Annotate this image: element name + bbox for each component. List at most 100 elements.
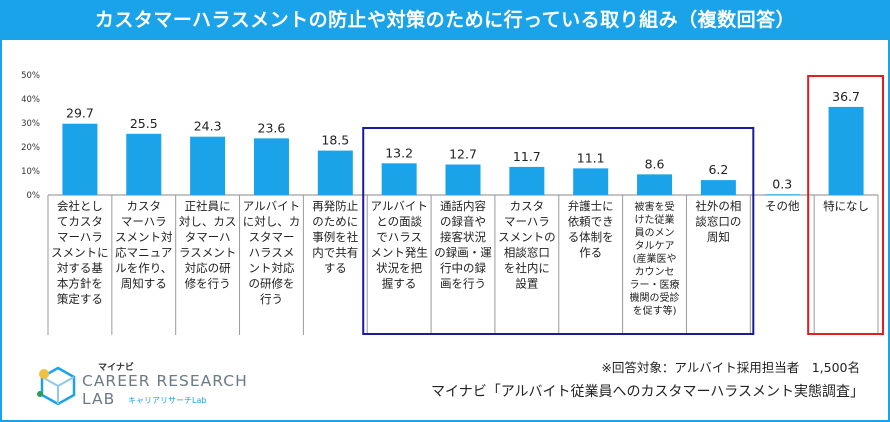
category-label: 再発防止 xyxy=(312,199,358,213)
logo-line1: CAREER RESEARCH xyxy=(82,372,248,390)
data-label: 13.2 xyxy=(385,145,413,160)
category-label: カスタ xyxy=(510,199,545,213)
category-label: アルバイト xyxy=(243,199,300,213)
category-label: けた従業 xyxy=(635,213,675,226)
category-label: 事例を社 xyxy=(312,230,358,244)
bar xyxy=(190,136,226,195)
category-label: に対し、カ xyxy=(243,215,301,229)
logo-brand: マイナビ xyxy=(98,363,134,373)
category-label: 修を行う xyxy=(185,277,231,291)
category-label: てカスタ xyxy=(57,215,103,229)
category-label: 対応の研 xyxy=(185,261,231,275)
bar-chart: 0%10%20%30%40%50%29.7会社としてカスタマーハラスメントに対す… xyxy=(21,71,885,335)
category-label: 作る xyxy=(579,246,602,260)
category-label: 内で共有 xyxy=(312,246,358,260)
category-label: 本方針を xyxy=(57,277,103,291)
category-label: カウンセ xyxy=(635,266,675,278)
category-label: る体制を xyxy=(568,230,614,244)
category-label: 行中の録 xyxy=(440,261,486,275)
bar xyxy=(253,138,289,195)
category-label: カスタ xyxy=(127,199,162,213)
data-label: 25.5 xyxy=(130,116,158,131)
category-label: 機関の受診 xyxy=(630,291,680,304)
data-label: 8.6 xyxy=(645,156,665,171)
y-tick-label: 10% xyxy=(21,167,40,177)
category-label: タマーハ xyxy=(185,230,231,244)
bar xyxy=(381,163,417,195)
category-label: 設置 xyxy=(515,277,538,291)
data-label: 6.2 xyxy=(708,162,728,177)
bar xyxy=(509,166,545,195)
category-label: 策定する xyxy=(57,292,103,306)
logo-sub: キャリアリサーチLab xyxy=(128,396,207,405)
respondent-note: ※回答対象：アルバイト採用担当者 1,500名 xyxy=(601,360,860,375)
category-label: 員のメン xyxy=(635,227,675,239)
data-label: 0.3 xyxy=(772,176,792,191)
category-label: マーハラ xyxy=(121,215,167,229)
category-label: 相談窓口 xyxy=(504,246,550,260)
bar xyxy=(700,180,736,195)
y-tick-label: 50% xyxy=(21,71,40,81)
category-label: 弁護士に xyxy=(568,199,614,213)
category-label: ハラスメ xyxy=(249,246,295,260)
bar xyxy=(126,133,162,195)
bar xyxy=(764,194,800,195)
category-label: の録音や xyxy=(440,215,486,229)
category-label: 状況を把 xyxy=(376,261,422,275)
category-label: 接客状況 xyxy=(440,230,486,244)
category-label: でハラス xyxy=(376,230,422,244)
category-label: との面談 xyxy=(376,215,422,229)
category-label: 周知する xyxy=(121,277,167,291)
category-label: の録画・運 xyxy=(434,246,492,260)
category-label: 画を行う xyxy=(440,277,486,291)
category-label: 特になし xyxy=(823,199,869,213)
data-label: 29.7 xyxy=(66,106,94,121)
category-label: メント発生 xyxy=(370,246,428,260)
bar xyxy=(445,164,481,195)
data-label: 23.6 xyxy=(258,120,286,135)
category-label: スメント対 xyxy=(115,230,173,244)
category-label: 依頼でき xyxy=(568,215,614,229)
category-label: 行う xyxy=(260,292,283,306)
category-label: のために xyxy=(312,215,358,229)
category-label: 通話内容 xyxy=(440,199,486,213)
y-tick-label: 30% xyxy=(21,119,40,129)
category-label: 対する基 xyxy=(57,261,103,275)
bar xyxy=(573,168,609,195)
category-label: スメントの xyxy=(498,230,556,244)
category-label: 周知 xyxy=(707,230,730,244)
bar xyxy=(637,174,673,195)
bar xyxy=(62,123,98,195)
data-label: 11.7 xyxy=(513,149,541,164)
category-label: 正社員に xyxy=(185,199,231,213)
category-label: 被害を受 xyxy=(635,200,675,213)
data-label: 18.5 xyxy=(321,133,349,148)
highlight-box-red xyxy=(807,75,885,335)
category-label: の研修を xyxy=(248,277,294,291)
category-label: ラー・医療 xyxy=(630,278,680,291)
data-label: 24.3 xyxy=(194,119,222,134)
category-label: スタマー xyxy=(248,230,294,244)
category-label: 握する xyxy=(382,277,417,291)
category-label: ルを作り、 xyxy=(115,261,172,275)
category-label: ラスメント xyxy=(179,246,236,260)
logo-cube-icon xyxy=(37,366,76,406)
chart-title: カスタマーハラスメントの防止や対策のために行っている取り組み（複数回答） xyxy=(0,0,890,40)
category-label: 会社とし xyxy=(57,199,103,213)
data-label: 11.1 xyxy=(577,150,605,165)
category-label: アルバイト xyxy=(370,199,427,213)
y-tick-label: 20% xyxy=(21,143,40,153)
category-label: マーハラ xyxy=(57,230,103,244)
highlight-box-blue xyxy=(362,127,755,335)
category-label: 談窓口の xyxy=(695,215,741,229)
category-label: スメントに xyxy=(51,246,109,260)
category-label: タルケア xyxy=(635,240,675,252)
data-label: 12.7 xyxy=(449,147,477,162)
bar xyxy=(828,106,864,195)
career-research-lab-logo: マイナビ CAREER RESEARCH LAB キャリアリサーチLab xyxy=(36,358,247,410)
bar xyxy=(317,150,353,195)
y-tick-label: 0% xyxy=(27,191,41,201)
logo-line2: LAB xyxy=(82,390,116,408)
category-label: を促す等) xyxy=(633,304,677,317)
category-label: その他 xyxy=(765,199,800,213)
